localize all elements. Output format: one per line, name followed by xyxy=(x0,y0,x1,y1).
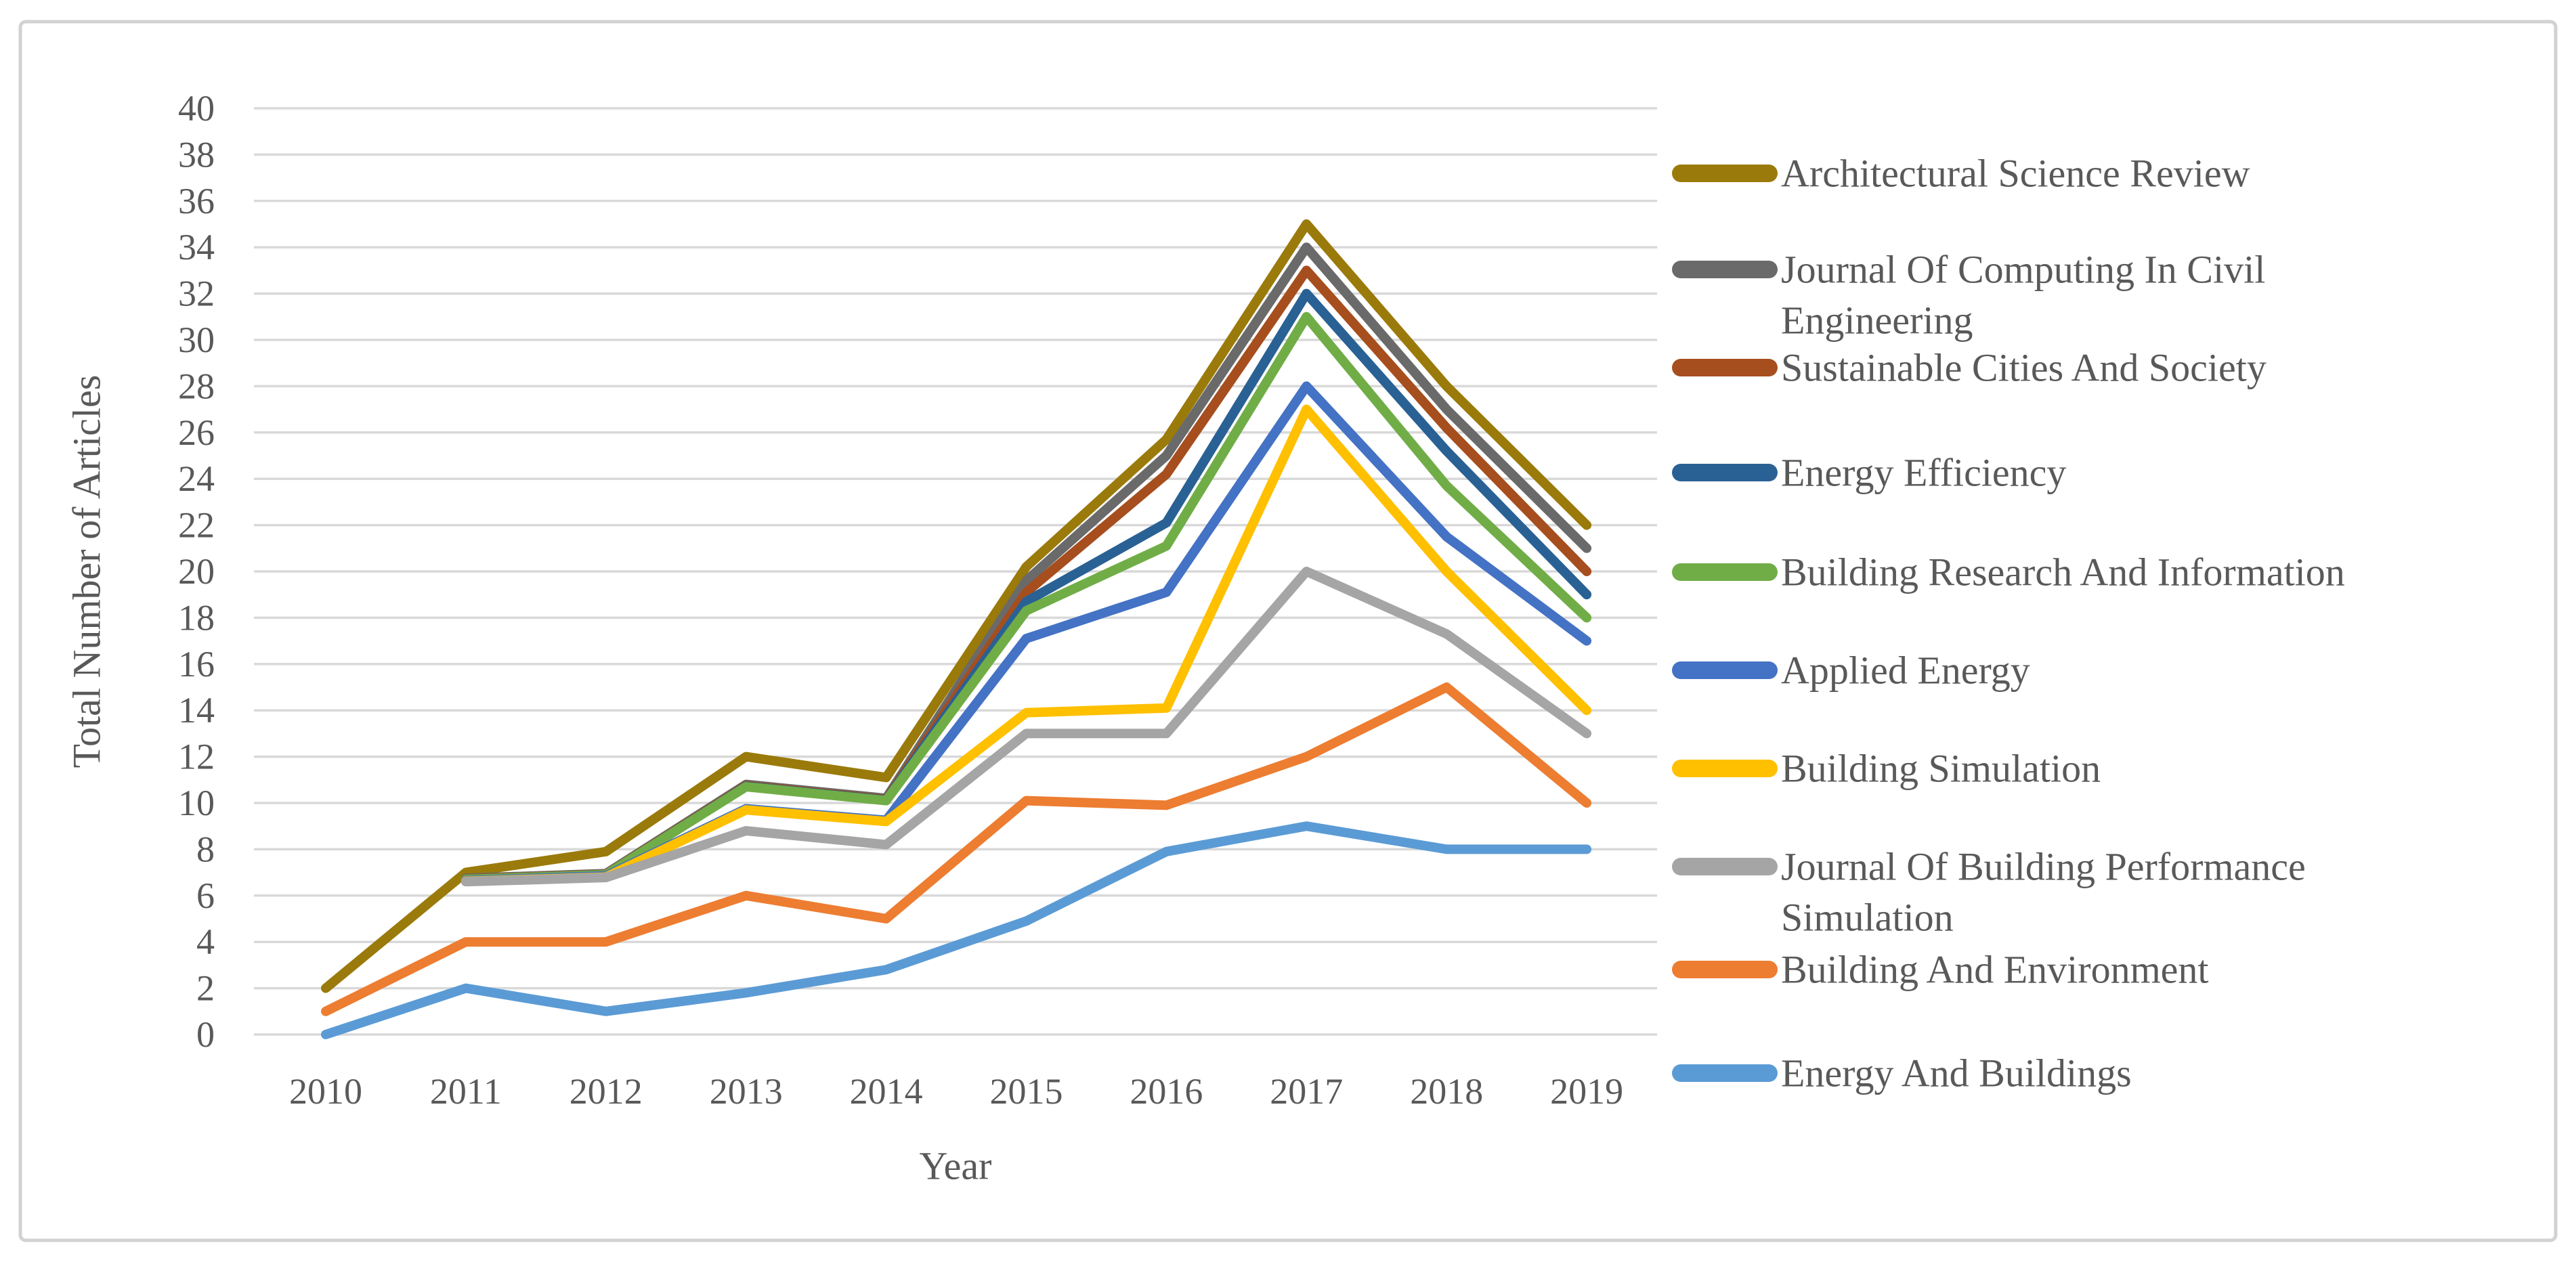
x-tick-label: 2012 xyxy=(570,1071,643,1112)
gridlines xyxy=(254,107,1657,1036)
y-tick-label: 10 xyxy=(178,783,215,823)
legend-item-applied-energy: Applied Energy xyxy=(1672,649,2030,693)
y-tick-label: 2 xyxy=(196,968,215,1009)
y-tick-label: 30 xyxy=(178,320,215,360)
y-tick-label: 26 xyxy=(178,412,215,453)
series-line-energy-and-buildings xyxy=(321,821,1592,1039)
legend-label: Building And Environment xyxy=(1781,948,2209,992)
series-line-building-research-and-information xyxy=(460,311,1592,884)
x-tick-label: 2011 xyxy=(430,1071,502,1112)
y-tick-label: 8 xyxy=(196,829,215,869)
x-axis-tick-labels: 2010 2011 2012 2013 2014 2015 2016 2017 2018 2019 xyxy=(289,1071,1623,1112)
x-tick-label: 2013 xyxy=(710,1071,783,1112)
y-tick-label: 14 xyxy=(178,690,215,731)
y-tick-label: 16 xyxy=(178,644,215,684)
x-axis-title: Year xyxy=(920,1144,992,1188)
x-tick-label: 2014 xyxy=(850,1071,923,1112)
series-line-journal-of-building-performance-simulation xyxy=(460,567,1592,887)
y-tick-label: 6 xyxy=(196,875,215,916)
legend-item-architectural-science-review: Architectural Science Review xyxy=(1672,152,2250,196)
y-tick-label: 36 xyxy=(178,181,215,221)
legend-label: Simulation xyxy=(1781,896,1954,940)
legend-label: Sustainable Cities And Society xyxy=(1781,346,2267,390)
legend-label: Journal Of Computing In Civil xyxy=(1781,248,2265,292)
legend-label: Energy Efficiency xyxy=(1781,451,2066,495)
legend-item-sustainable-cities-and-society: Sustainable Cities And Society xyxy=(1672,346,2267,390)
series-lines xyxy=(321,219,1592,1039)
y-tick-label: 24 xyxy=(178,458,215,499)
x-tick-label: 2019 xyxy=(1550,1071,1623,1112)
figure-border xyxy=(18,20,2558,1242)
legend-item-energy-and-buildings: Energy And Buildings xyxy=(1672,1051,2132,1095)
x-tick-label: 2015 xyxy=(990,1071,1063,1112)
y-axis-title: Total Number of Articles xyxy=(65,375,109,768)
y-tick-label: 28 xyxy=(178,366,215,406)
y-tick-label: 38 xyxy=(178,134,215,175)
series-line-architectural-science-review xyxy=(321,219,1592,993)
y-tick-label: 20 xyxy=(178,551,215,592)
legend-item-energy-efficiency: Energy Efficiency xyxy=(1672,451,2066,495)
legend-label: Building Simulation xyxy=(1781,747,2101,791)
y-tick-label: 22 xyxy=(178,505,215,546)
legend-item-building-research-and-information: Building Research And Information xyxy=(1672,550,2345,594)
y-tick-label: 4 xyxy=(196,921,215,962)
series-line-building-simulation xyxy=(460,404,1592,886)
legend-label: Building Research And Information xyxy=(1781,550,2345,594)
legend-label: Energy And Buildings xyxy=(1781,1051,2132,1095)
y-tick-label: 0 xyxy=(196,1014,215,1055)
legend-label: Architectural Science Review xyxy=(1781,152,2250,196)
x-tick-label: 2017 xyxy=(1270,1071,1343,1112)
x-tick-label: 2016 xyxy=(1130,1071,1203,1112)
chart-legend: Architectural Science Review Journal Of C… xyxy=(1672,152,2345,1095)
y-tick-label: 32 xyxy=(178,274,215,314)
y-tick-label: 34 xyxy=(178,227,215,267)
legend-item-building-simulation: Building Simulation xyxy=(1672,747,2101,791)
y-tick-label: 40 xyxy=(178,88,215,129)
x-tick-label: 2018 xyxy=(1410,1071,1483,1112)
y-tick-label: 12 xyxy=(178,737,215,777)
legend-item-journal-of-computing-in-civil-engineering: Journal Of Computing In Civil Engineering xyxy=(1672,248,2265,343)
x-tick-label: 2010 xyxy=(289,1071,362,1112)
legend-label: Journal Of Building Performance xyxy=(1781,845,2306,889)
legend-label: Engineering xyxy=(1781,299,1973,343)
legend-item-journal-of-building-performance-simulation: Journal Of Building Performance Simulatio… xyxy=(1672,845,2306,940)
series-line-building-and-environment xyxy=(321,682,1592,1016)
legend-item-building-and-environment: Building And Environment xyxy=(1672,948,2209,992)
y-tick-label: 18 xyxy=(178,597,215,638)
legend-label: Applied Energy xyxy=(1781,649,2030,693)
